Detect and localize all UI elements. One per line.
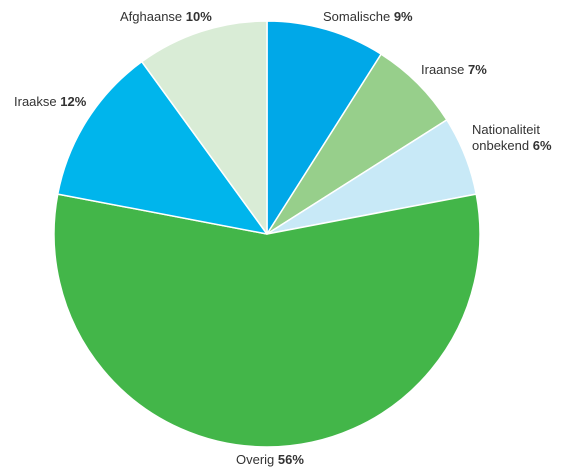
slice-name-line2: onbekend (472, 138, 530, 153)
slice-percent: 7% (468, 62, 487, 77)
slice-percent: 56% (277, 452, 304, 467)
slice-name: Iraakse (14, 94, 57, 109)
slice-name: Overig (236, 452, 275, 467)
slice-label-nationaliteit-onbekend: Nationaliteit onbekend 6% (472, 122, 552, 154)
slice-label-overig: Overig 56% (236, 452, 304, 468)
slice-name: Iraanse (421, 62, 465, 77)
slice-label-iraakse: Iraakse 12% (14, 94, 86, 110)
pie-slice-iraakse (57, 60, 268, 235)
pie-slice-afghaanse (141, 20, 268, 235)
slice-name: Somalische (323, 9, 391, 24)
slice-percent: 9% (393, 9, 413, 24)
pie-slice-somalische (266, 20, 382, 235)
slice-percent: 10% (185, 9, 212, 24)
pie-slice-overig (53, 193, 481, 448)
slice-name-line1: Nationaliteit (472, 122, 540, 137)
slice-label-iraanse: Iraanse 7% (421, 62, 487, 78)
slice-name: Afghaanse (120, 9, 183, 24)
slice-percent: 12% (60, 94, 87, 109)
slice-label-somalische: Somalische 9% (323, 9, 413, 25)
slice-label-afghaanse: Afghaanse 10% (120, 9, 212, 25)
slice-percent: 6% (532, 138, 552, 153)
